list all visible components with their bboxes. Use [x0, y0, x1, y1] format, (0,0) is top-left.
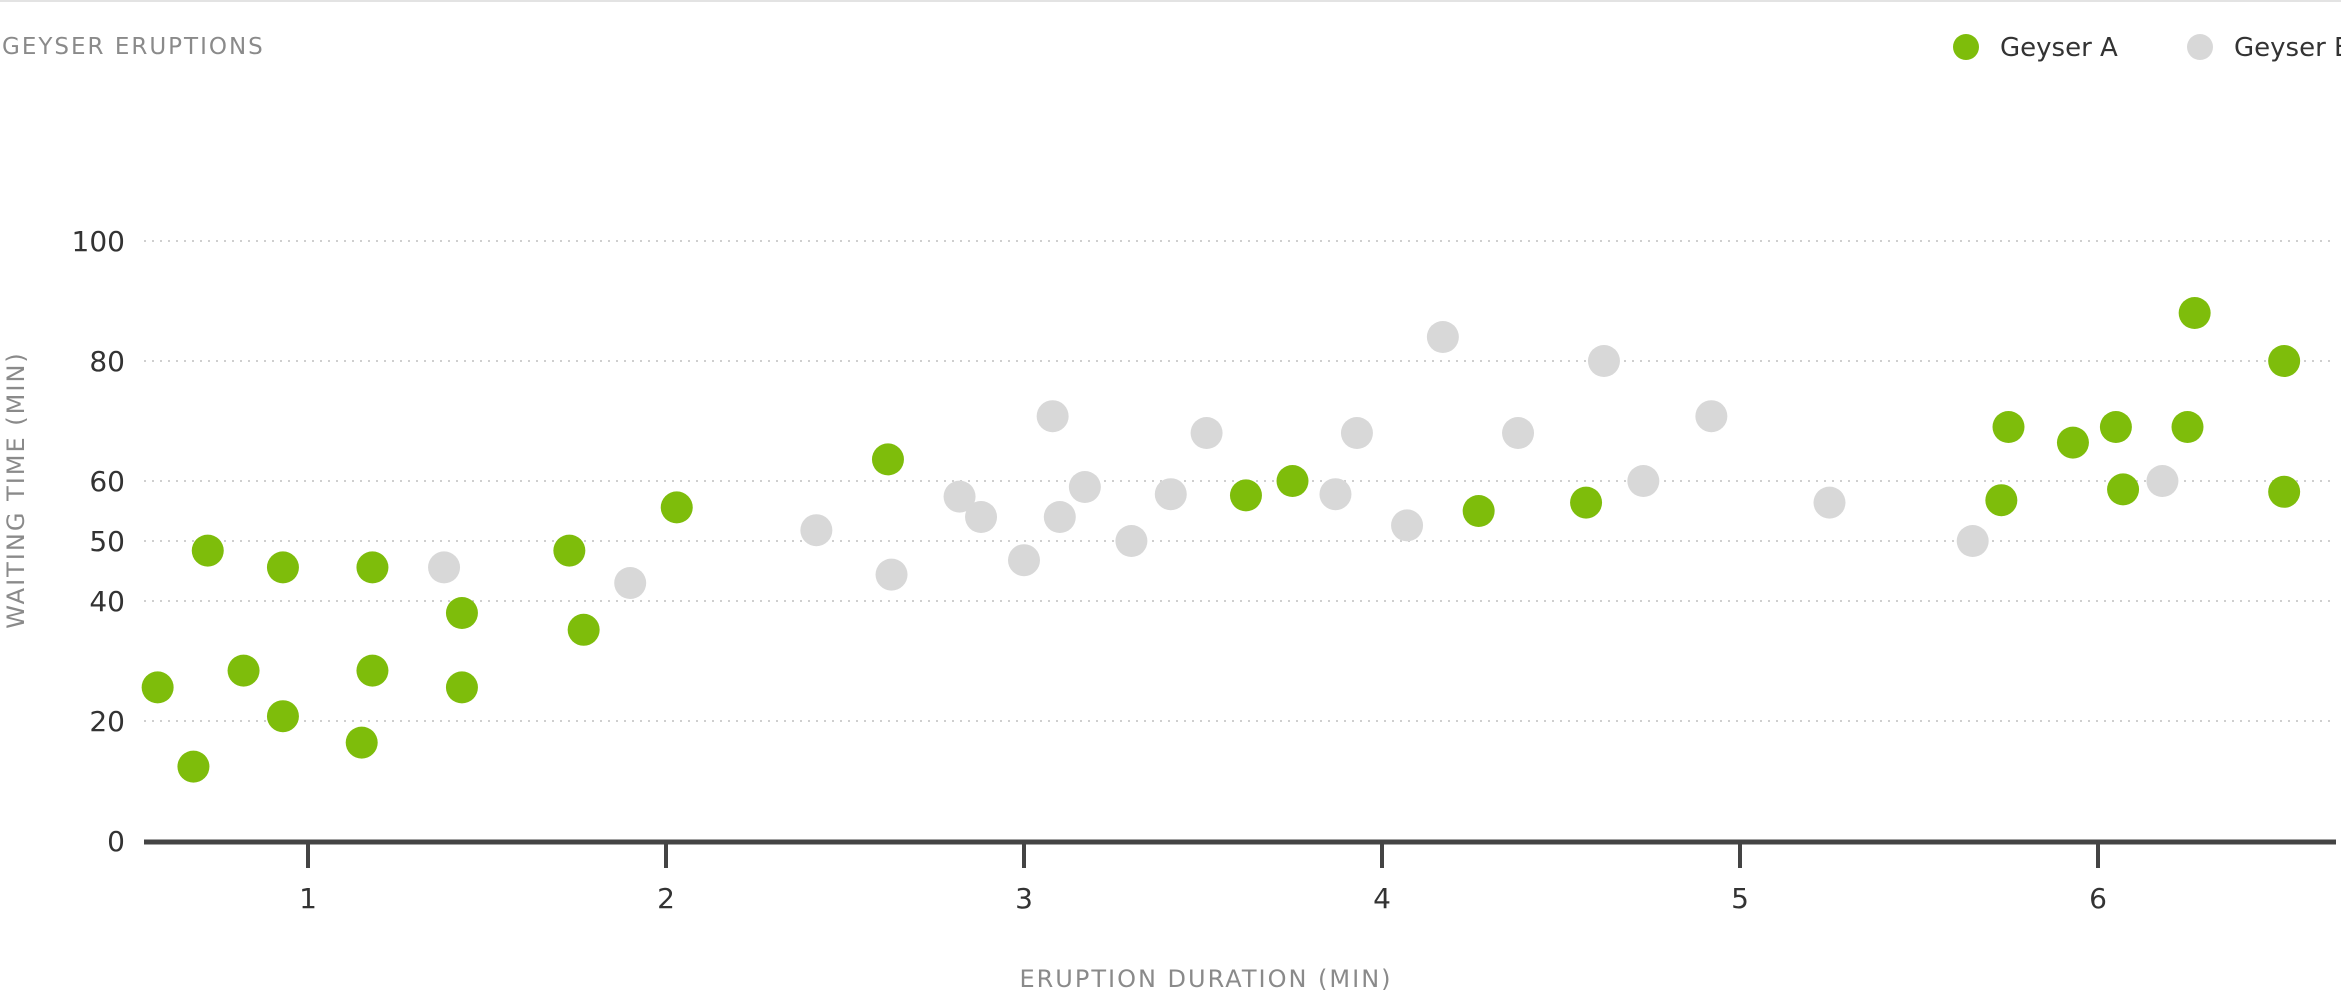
- data-point-geyser-a: [871, 443, 904, 476]
- data-point-geyser-a: [553, 534, 586, 567]
- y-tick-label: 40: [89, 585, 125, 618]
- data-point-geyser-b: [1340, 417, 1373, 449]
- data-point-geyser-a: [2056, 426, 2089, 459]
- x-tick-label: 5: [1731, 882, 1749, 915]
- data-point-geyser-b: [1036, 400, 1069, 433]
- y-axis-label: WAITING TIME (MIN): [2, 351, 30, 629]
- data-point-geyser-a: [445, 597, 478, 629]
- data-point-geyser-b: [1956, 525, 1989, 557]
- y-tick-label: 60: [89, 465, 125, 498]
- top-border-line: [0, 0, 2341, 2]
- y-tick-label: 100: [72, 225, 125, 258]
- data-point-geyser-a: [1462, 495, 1495, 527]
- data-point-geyser-b: [1068, 471, 1101, 503]
- data-point-geyser-b: [428, 551, 461, 584]
- legend[interactable]: Geyser A Geyser B: [1953, 33, 2341, 63]
- x-tick-label: 1: [299, 882, 317, 915]
- legend-marker: [1953, 34, 1979, 60]
- legend-marker: [2187, 34, 2213, 60]
- data-point-geyser-a: [356, 654, 389, 687]
- x-tick-label: 6: [2089, 882, 2107, 915]
- data-point-geyser-a: [567, 613, 600, 646]
- data-point-geyser-a: [660, 491, 693, 524]
- axes: 0 20 40 50 60 80 100 1 2 3 4 5 6: [72, 225, 2336, 915]
- x-tick-label: 4: [1373, 882, 1391, 915]
- data-point-geyser-b: [1319, 478, 1352, 511]
- data-point-geyser-a: [2178, 297, 2211, 329]
- data-points: [141, 297, 2301, 783]
- x-axis-label: ERUPTION DURATION (MIN): [1019, 965, 1392, 993]
- y-tick-label: 20: [89, 705, 125, 738]
- data-point-geyser-a: [1570, 486, 1603, 519]
- data-point-geyser-b: [1695, 400, 1728, 433]
- data-point-geyser-a: [2099, 411, 2132, 443]
- data-point-geyser-a: [266, 700, 299, 733]
- data-point-geyser-a: [141, 671, 174, 704]
- x-tick-label: 3: [1015, 882, 1033, 915]
- y-tick-label: 50: [89, 525, 125, 558]
- data-point-geyser-a: [177, 750, 210, 783]
- data-point-geyser-b: [1502, 417, 1535, 449]
- data-point-geyser-b: [2146, 465, 2179, 497]
- data-point-geyser-b: [1587, 345, 1620, 377]
- x-tick-label: 2: [657, 882, 675, 915]
- data-point-geyser-b: [1115, 525, 1148, 557]
- data-point-geyser-a: [227, 654, 260, 687]
- data-point-geyser-a: [2171, 411, 2204, 443]
- data-point-geyser-b: [1391, 509, 1424, 542]
- data-point-geyser-b: [875, 558, 908, 591]
- data-point-geyser-a: [1229, 479, 1262, 512]
- data-point-geyser-b: [1627, 465, 1660, 497]
- data-point-geyser-b: [1008, 544, 1040, 577]
- data-point-geyser-a: [191, 534, 224, 567]
- data-point-geyser-a: [2268, 345, 2301, 377]
- legend-label: Geyser B: [2234, 33, 2341, 63]
- data-point-geyser-b: [614, 567, 647, 599]
- data-point-geyser-a: [2268, 475, 2301, 508]
- chart-title: GEYSER ERUPTIONS: [2, 34, 265, 60]
- data-point-geyser-a: [1992, 411, 2025, 443]
- y-tick-label: 0: [107, 825, 125, 858]
- y-tick-label: 80: [89, 345, 125, 378]
- data-point-geyser-a: [356, 551, 389, 584]
- data-point-geyser-b: [1154, 478, 1187, 511]
- data-point-geyser-a: [266, 551, 299, 584]
- legend-label: Geyser A: [2000, 33, 2118, 63]
- legend-item-geyser-b[interactable]: Geyser B: [2187, 33, 2341, 63]
- legend-item-geyser-a[interactable]: Geyser A: [1953, 33, 2118, 63]
- data-point-geyser-b: [943, 480, 976, 513]
- data-point-geyser-b: [1043, 501, 1076, 533]
- data-point-geyser-a: [2107, 473, 2140, 506]
- data-point-geyser-b: [1190, 417, 1223, 449]
- data-point-geyser-b: [1813, 486, 1846, 519]
- data-point-geyser-a: [1985, 484, 2018, 517]
- data-point-geyser-b: [800, 514, 833, 547]
- data-point-geyser-b: [1426, 321, 1459, 353]
- data-point-geyser-a: [345, 726, 378, 759]
- data-point-geyser-a: [1276, 465, 1309, 497]
- data-point-geyser-a: [445, 671, 478, 704]
- data-point-geyser-b: [965, 501, 998, 533]
